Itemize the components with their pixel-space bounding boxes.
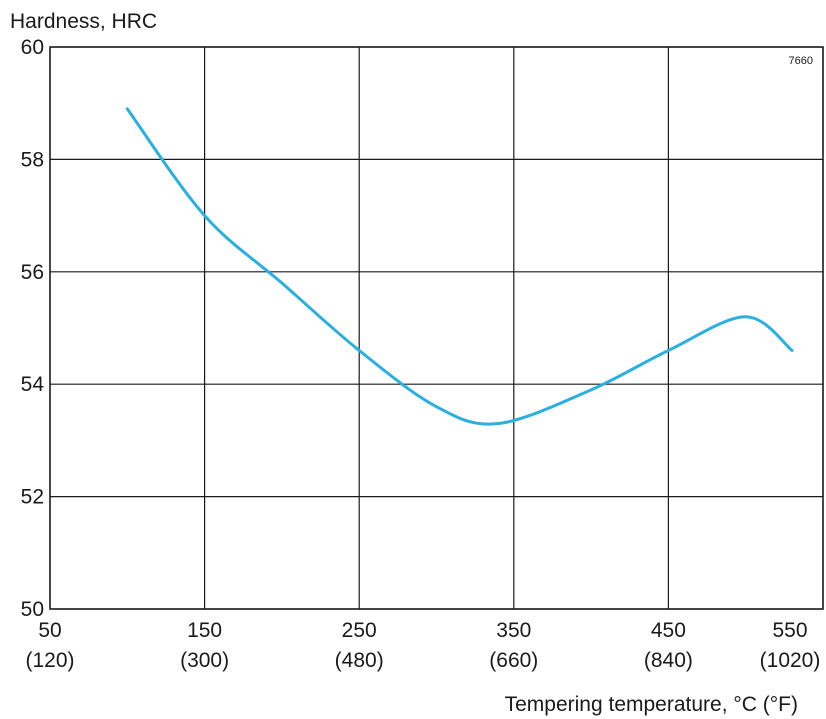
plot-frame	[49, 46, 824, 610]
x-tick-sublabel: (840)	[644, 649, 693, 672]
x-tick-labels: 50 (120) 150 (300) 250 (480) 350 (660) 450 (840) 5…	[25, 619, 820, 672]
x-tick-sublabel: (300)	[180, 649, 229, 672]
x-tick-label: 250	[342, 619, 377, 642]
y-tick-labels: 50 52 54 56 58 60	[21, 36, 45, 621]
x-tick-label: 450	[651, 619, 686, 642]
x-tick-label: 150	[187, 619, 222, 642]
figure-code: 7660	[789, 55, 813, 67]
series-line	[125, 107, 794, 426]
x-tick-sublabel: (1020)	[760, 649, 821, 672]
y-tick-label: 54	[21, 373, 45, 396]
x-axis-title: Tempering temperature, °C (°F)	[505, 693, 798, 716]
y-tick-label: 60	[21, 36, 44, 59]
y-axis-title: Hardness, HRC	[10, 10, 157, 33]
y-tick-label: 56	[21, 261, 44, 284]
y-tick-label: 58	[21, 148, 44, 171]
x-tick-sublabel: (120)	[25, 649, 74, 672]
grid	[49, 46, 824, 610]
y-tick-label: 50	[21, 598, 44, 621]
x-tick-sublabel: (480)	[335, 649, 384, 672]
x-tick-sublabel: (660)	[489, 649, 538, 672]
x-tick-label: 350	[496, 619, 531, 642]
x-tick-label: 50	[38, 619, 61, 642]
x-tick-label: 550	[772, 619, 807, 642]
y-tick-label: 52	[21, 486, 44, 509]
